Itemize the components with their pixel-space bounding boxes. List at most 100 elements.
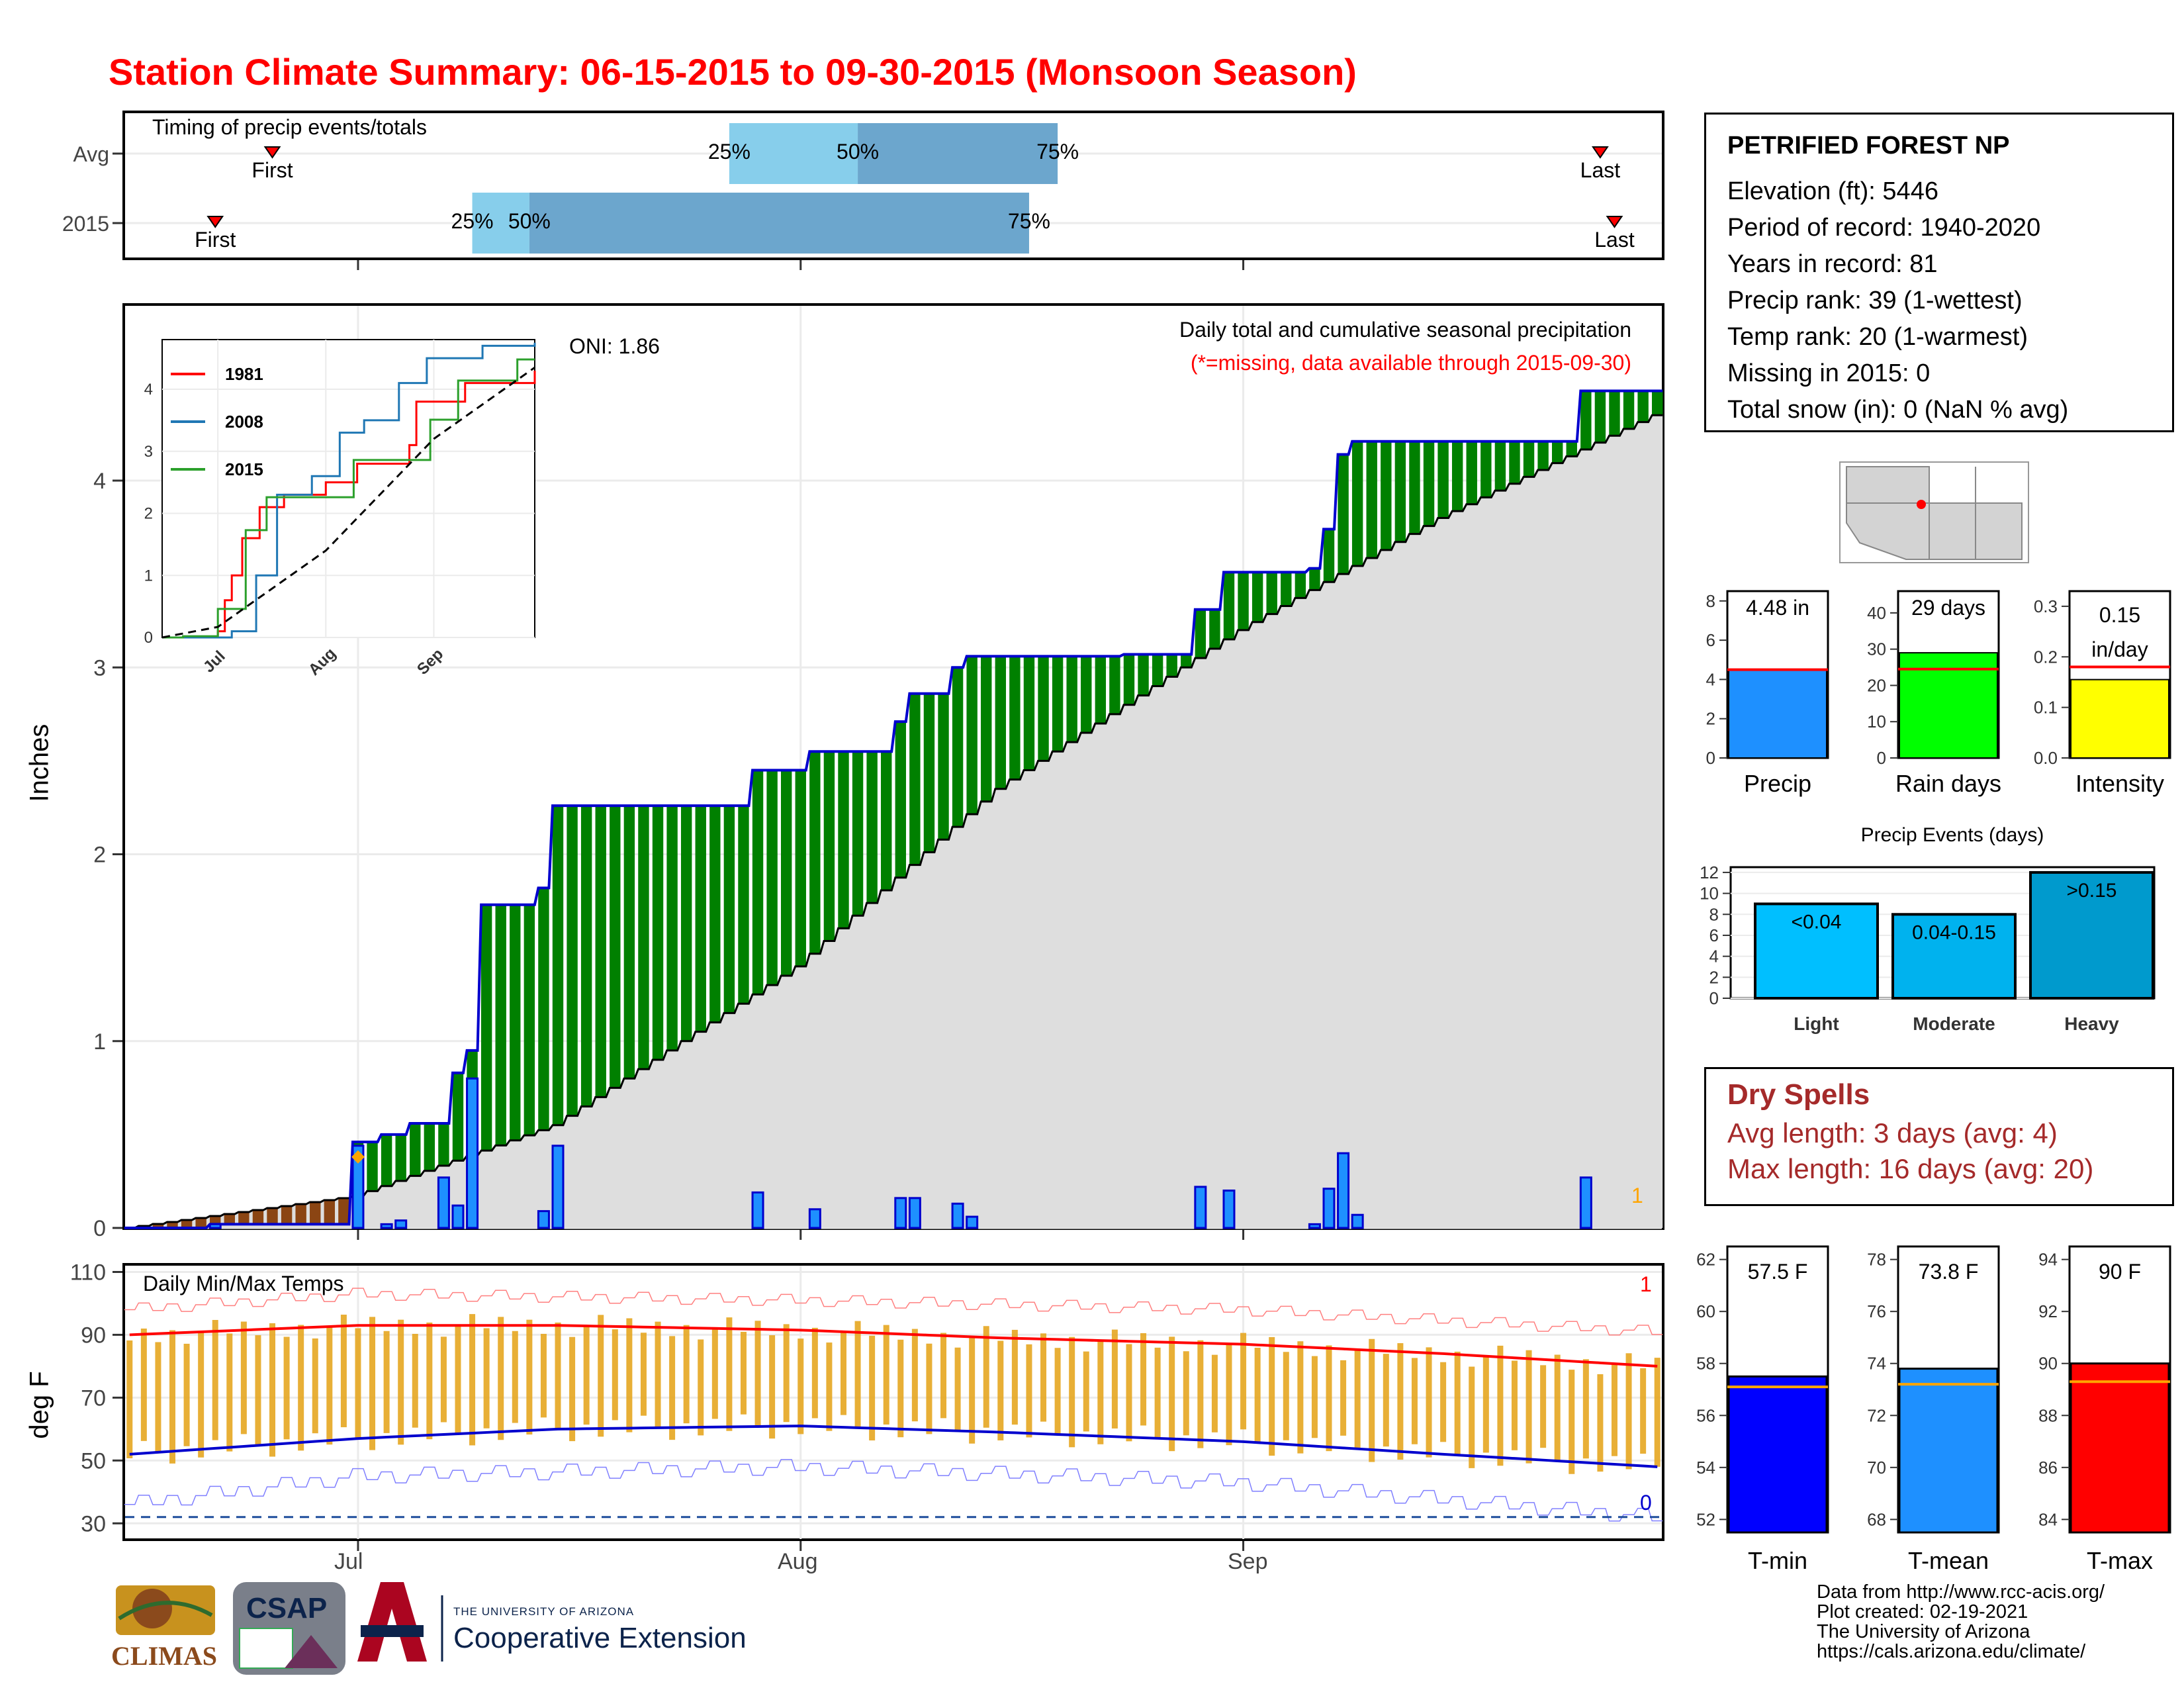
daily-temp-bar [811, 1327, 818, 1419]
precip-departure-fill [795, 770, 806, 966]
x-tick-aug: Aug [778, 1549, 818, 1574]
inset-legend-label: 2015 [225, 459, 263, 479]
daily-temp-bar [1126, 1344, 1132, 1442]
daily-temp-bar [1097, 1340, 1104, 1444]
daily-temp-bar [1640, 1368, 1647, 1454]
temp-bar-y-tick: 74 [1867, 1354, 1886, 1374]
daily-temp-bar [198, 1331, 205, 1458]
daily-temp-bar [255, 1335, 261, 1446]
precip-departure-fill [495, 904, 506, 1146]
station-location-marker [1917, 500, 1926, 509]
daily-temp-bar [298, 1325, 304, 1451]
inset-legend-label: 1981 [225, 364, 263, 384]
event-bar-light [1754, 902, 1879, 1000]
daily-precip-bar [1308, 1223, 1321, 1229]
dry-spells-max: Max length: 16 days (avg: 20) [1727, 1153, 2094, 1184]
station-missing: Missing in 2015: 0 [1727, 359, 1931, 387]
daily-temp-bar [598, 1315, 604, 1437]
daily-precip-bar [551, 1145, 565, 1229]
precip-departure-fill [680, 806, 692, 1041]
temp-bar-t-min [1727, 1375, 1828, 1534]
daily-temp-bar [1497, 1345, 1504, 1466]
precip-departure-fill [324, 1200, 336, 1225]
daily-temp-bar [440, 1336, 447, 1423]
precip-annotation-title: Daily total and cumulative seasonal prec… [1179, 318, 1631, 342]
inset-y-tick: 0 [144, 629, 153, 647]
temp-y-tick: 70 [81, 1385, 106, 1411]
credit-data-source: Data from http://www.rcc-acis.org/ [1817, 1581, 2105, 1603]
daily-temp-bar [383, 1331, 390, 1433]
precip-departure-fill [1480, 441, 1492, 498]
inset-y-tick: 2 [144, 505, 153, 523]
summary-value-text: 0.15 [2099, 603, 2140, 627]
daily-temp-bar [911, 1329, 918, 1422]
precip-departure-fill [1109, 656, 1120, 714]
precip-departure-fill [238, 1212, 250, 1225]
daily-temp-bar [569, 1336, 576, 1442]
station-snow: Total snow (in): 0 (NaN % avg) [1727, 396, 2069, 424]
temp-y-tick: 30 [81, 1511, 106, 1536]
daily-temp-bar [840, 1331, 846, 1415]
precip-departure-fill [438, 1123, 449, 1166]
station-precip-rank: Precip rank: 39 (1-wettest) [1727, 287, 2023, 314]
precip-departure-fill [623, 806, 635, 1079]
temp-bar-y-tick: 90 [2038, 1354, 2058, 1374]
average-cumulative-area [124, 415, 1663, 1229]
first-label: First [251, 158, 293, 182]
precip-departure-fill [1580, 391, 1592, 449]
precip-y-tick: 3 [93, 655, 106, 680]
precip-departure-fill [1494, 441, 1506, 491]
precip-departure-fill [1523, 441, 1535, 477]
precip-departure-fill [410, 1123, 421, 1176]
summary-bar-precip [1728, 669, 1827, 759]
summary-y-tick: 20 [1867, 675, 1886, 695]
temp-bar-label: T-min [1748, 1547, 1807, 1574]
daily-temp-bar [1283, 1352, 1289, 1440]
precip-departure-fill [1451, 441, 1463, 512]
daily-temp-bar [1040, 1333, 1047, 1422]
daily-temp-bar [1597, 1374, 1604, 1472]
daily-temp-bar [1625, 1353, 1632, 1470]
daily-temp-bar [1383, 1354, 1389, 1447]
daily-temp-bar [797, 1338, 804, 1434]
dry-spells-avg: Avg length: 3 days (avg: 4) [1727, 1117, 2058, 1149]
event-bar-label: Moderate [1913, 1013, 1995, 1034]
inset-y-tick: 3 [144, 443, 153, 461]
first-label: First [195, 228, 236, 252]
precip-departure-fill [1338, 454, 1349, 575]
summary-y-tick: 4 [1706, 669, 1715, 689]
daily-temp-bar [1454, 1351, 1461, 1456]
precip-departure-fill [310, 1202, 321, 1225]
daily-temp-bar [983, 1326, 989, 1428]
daily-temp-bar [512, 1331, 518, 1423]
daily-temp-bar [1069, 1336, 1075, 1448]
dry-spells-box: Dry Spells Avg length: 3 days (avg: 4) M… [1704, 1067, 2174, 1206]
precip-departure-fill [1223, 572, 1235, 639]
daily-precip-bar [894, 1197, 907, 1229]
precip-departure-fill [695, 806, 706, 1032]
events-y-tick: 0 [1709, 988, 1719, 1008]
precip-departure-fill [966, 656, 978, 815]
precip-departure-fill [538, 888, 549, 1131]
daily-temp-bar [1211, 1354, 1218, 1432]
daily-precip-bar [966, 1215, 979, 1229]
daily-temp-bar [583, 1326, 590, 1425]
precip-departure-fill [1038, 656, 1049, 761]
daily-temp-bar [340, 1314, 347, 1428]
precip-departure-fill [895, 722, 906, 878]
timing-p25-label: 25% [451, 209, 494, 233]
temp-count-bottom: 0 [1640, 1491, 1652, 1515]
daily-temp-bar [854, 1321, 861, 1428]
daily-temp-bar [555, 1322, 561, 1429]
inset-series-2008 [162, 342, 536, 639]
precip-departure-fill [852, 751, 864, 916]
daily-temp-bar [711, 1328, 718, 1419]
daily-temp-bar [1554, 1354, 1561, 1461]
dry-spells-title: Dry Spells [1727, 1078, 1870, 1111]
timing-panel-label: Timing of precip events/totals [152, 115, 427, 139]
daily-temp-bar [312, 1338, 318, 1434]
inset-y-tick: 4 [144, 381, 153, 399]
daily-temp-bar [1525, 1350, 1532, 1464]
summary-y-tick: 8 [1706, 591, 1715, 611]
precip-departure-fill [838, 751, 849, 929]
